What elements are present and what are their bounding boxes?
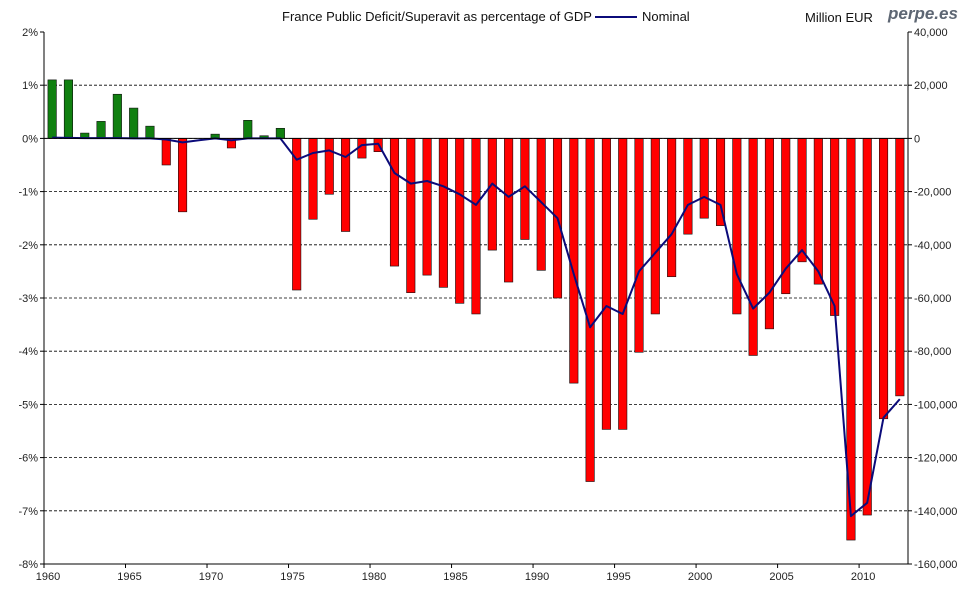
bar: [389, 138, 400, 267]
axes: [40, 31, 912, 568]
bar: [112, 93, 122, 139]
y-right-tick-label: -140,000: [914, 506, 957, 518]
chart-title: France Public Deficit/Superavit as perce…: [282, 9, 592, 24]
brand-watermark: perpe.es: [888, 4, 958, 23]
bar: [732, 138, 742, 315]
bar: [292, 138, 302, 291]
y-left-tick-label: -8%: [18, 559, 38, 571]
bar: [178, 138, 188, 213]
legend-line-swatch: [595, 16, 637, 18]
y-left-tick-label: -4%: [18, 346, 38, 358]
bar: [618, 138, 628, 430]
bar: [667, 138, 677, 278]
bar: [585, 138, 595, 482]
bar: [764, 138, 774, 330]
bar: [797, 138, 807, 263]
bar: [96, 121, 106, 139]
bar: [650, 138, 660, 315]
bar: [487, 138, 497, 251]
x-tick-label: 2005: [769, 571, 793, 583]
x-tick-label: 2000: [688, 571, 712, 583]
bar: [601, 138, 611, 430]
y-right-tick-label: -120,000: [914, 453, 957, 465]
bar: [341, 138, 351, 232]
y-left-tick-label: -6%: [18, 453, 38, 465]
bar: [63, 79, 73, 139]
bar: [47, 79, 57, 139]
bar: [879, 138, 889, 420]
x-tick-label: 2010: [851, 571, 875, 583]
bar: [715, 138, 726, 226]
bar: [406, 138, 416, 293]
y-right-tick-label: 40,000: [914, 27, 948, 39]
bar: [455, 138, 465, 304]
bar: [862, 138, 872, 516]
bar: [438, 138, 448, 288]
y-left-tick-label: 1%: [22, 80, 38, 92]
y-right-tick-label: -20,000: [914, 187, 951, 199]
bar: [504, 138, 514, 283]
bar: [129, 107, 139, 139]
bar: [243, 120, 253, 139]
y-right-tick-label: -80,000: [914, 346, 951, 358]
bar: [895, 138, 905, 397]
y-left-tick-label: -3%: [18, 293, 38, 305]
y-right-tick-label: -60,000: [914, 293, 951, 305]
tick-labels: 2% 40,000 1% 20,000 0% 0 -1% -20,000 -2% -40,000 -…: [18, 27, 957, 583]
bar: [145, 125, 155, 139]
bar: [471, 138, 481, 315]
bar: [634, 138, 644, 353]
bar-series: [47, 79, 905, 541]
bar: [275, 127, 285, 139]
y-left-tick-label: 2%: [22, 27, 38, 39]
y-left-tick-label: 0%: [22, 133, 38, 145]
y-right-tick-label: -40,000: [914, 240, 951, 252]
bar: [830, 138, 840, 316]
y-right-tick-label: -160,000: [914, 559, 957, 571]
bar: [422, 138, 432, 276]
legend-label-nominal: Nominal: [642, 9, 690, 24]
x-tick-label: 1975: [280, 571, 304, 583]
x-tick-label: 1980: [362, 571, 386, 583]
y-left-tick-label: -5%: [18, 399, 38, 411]
y-left-tick-label: -7%: [18, 506, 38, 518]
y-right-tick-label: 20,000: [914, 80, 948, 92]
bar: [161, 138, 171, 166]
x-tick-label: 1995: [606, 571, 630, 583]
x-tick-label: 1965: [117, 571, 141, 583]
x-tick-label: 1990: [525, 571, 549, 583]
bar: [324, 138, 334, 195]
bar: [308, 138, 318, 220]
y-left-tick-label: -1%: [18, 187, 38, 199]
nominal-line: [52, 136, 901, 518]
x-tick-label: 1970: [199, 571, 223, 583]
bar: [683, 138, 693, 235]
y-right-tick-label: -100,000: [914, 399, 957, 411]
bar: [748, 138, 758, 356]
bar: [781, 138, 791, 295]
nominal-line-series: [52, 136, 901, 518]
bar: [699, 138, 709, 219]
right-axis-unit-label: Million EUR: [805, 10, 873, 25]
y-left-tick-label: -2%: [18, 240, 38, 252]
y-right-tick-label: 0: [914, 133, 920, 145]
x-tick-label: 1960: [36, 571, 60, 583]
bar: [813, 138, 823, 285]
x-tick-label: 1985: [443, 571, 467, 583]
